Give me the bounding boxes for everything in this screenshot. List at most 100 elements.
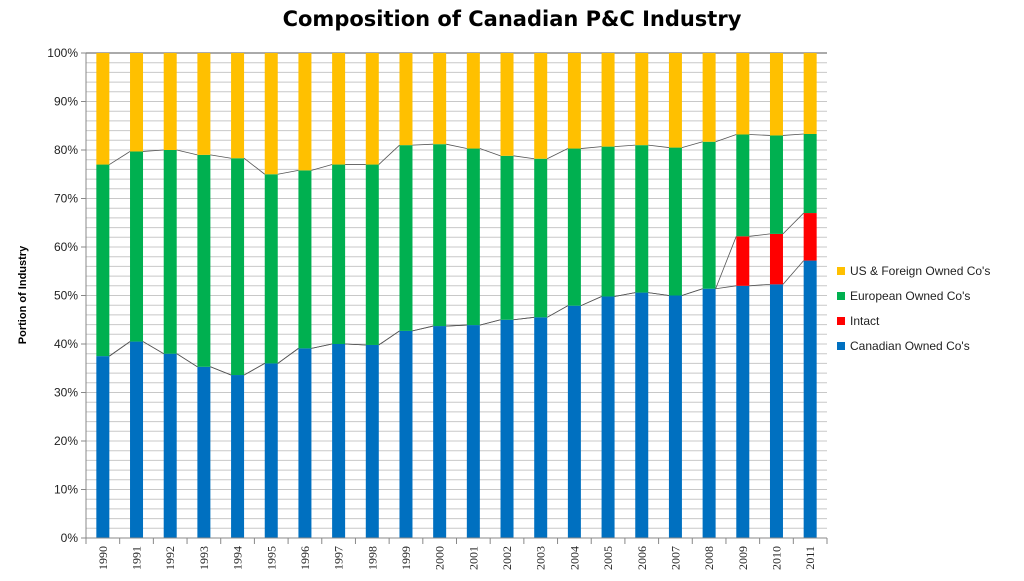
bar-segment (736, 285, 750, 538)
series-line (513, 155, 535, 160)
gridlines (86, 52, 827, 539)
bar-segment (298, 170, 312, 349)
bar-segment (163, 53, 177, 150)
bar-segment (332, 164, 346, 344)
series-line (513, 316, 535, 321)
series-line (749, 233, 771, 237)
series-line (210, 154, 232, 159)
y-tick-label: 70% (54, 192, 78, 206)
x-tick-label: 1996 (298, 546, 312, 570)
bar-segment (466, 53, 480, 149)
series-line (446, 143, 467, 149)
bar-segment (803, 213, 817, 261)
bar-segment (231, 375, 245, 538)
series-line (479, 148, 501, 157)
series-line (243, 157, 265, 175)
bar-segment (803, 133, 817, 214)
bar-segment (668, 53, 682, 148)
legend-swatch (837, 342, 845, 350)
x-tick-label: 2003 (534, 546, 548, 570)
y-tick-label: 30% (54, 386, 78, 400)
bar-segment (365, 164, 379, 345)
bar-segment (702, 53, 716, 142)
x-tick-label: 1995 (264, 546, 278, 570)
series-line (412, 325, 434, 332)
bar-segment (332, 344, 346, 538)
bar-segment (197, 366, 211, 538)
bar-segment (466, 325, 480, 538)
series-line (378, 330, 400, 346)
bar-segment (197, 53, 211, 155)
bar-segment (668, 147, 682, 296)
series-line (109, 341, 131, 357)
series-line (277, 169, 299, 175)
axes: 0% 10% 20% 30% 40% 50% 60% 70% 80% 90% 100% 1990 199… (47, 46, 828, 570)
x-tick-label: 2002 (500, 546, 514, 570)
series-line (547, 305, 569, 318)
bar-segment (702, 141, 716, 289)
bar-segment (769, 284, 783, 538)
x-tick-label: 2004 (567, 546, 581, 570)
x-tick-label: 1997 (332, 546, 346, 570)
bar-segment (736, 53, 750, 135)
bar-segment (264, 53, 278, 175)
series-line (277, 348, 299, 364)
x-tick-label: 1994 (231, 546, 245, 570)
legend-swatch (837, 292, 845, 300)
y-tick-label: 60% (54, 240, 78, 254)
bar-segment (500, 53, 514, 156)
x-tick-label: 1992 (163, 546, 177, 570)
bar-segment (130, 53, 144, 152)
series-line (109, 151, 131, 165)
bar-segment (601, 53, 615, 147)
series-line (782, 212, 804, 235)
bar-segment (399, 330, 413, 538)
bar-segment (365, 53, 379, 165)
series-line (715, 134, 737, 143)
bar-segment (466, 148, 480, 326)
bar-segment (534, 317, 548, 538)
bar-segment (635, 53, 649, 146)
series-line (715, 285, 737, 290)
series-line (547, 148, 569, 160)
y-tick-label: 100% (47, 46, 78, 60)
series-connector-lines (109, 52, 804, 376)
x-tick-label: 2000 (433, 546, 447, 570)
y-tick-label: 20% (54, 434, 78, 448)
bar-segment (601, 146, 615, 297)
bar-segment (96, 164, 110, 357)
series-line (243, 363, 265, 376)
series-line (311, 343, 333, 349)
x-tick-label: 2008 (702, 546, 716, 570)
series-line (648, 292, 669, 296)
x-tick-label: 1990 (96, 546, 110, 570)
y-axis-label: Portion of Industry (17, 245, 29, 344)
bar-segment (567, 305, 581, 538)
bar-segment (736, 134, 750, 237)
bar-segment (635, 145, 649, 293)
bar-segment (803, 53, 817, 134)
series-line (681, 141, 703, 148)
series-line (580, 146, 602, 149)
series-line (142, 149, 164, 152)
bar-segment (399, 53, 413, 146)
bar-segment (433, 326, 447, 538)
bar-segment (96, 356, 110, 538)
y-tick-label: 0% (61, 531, 79, 545)
bar-segment (130, 341, 144, 538)
legend-label: Canadian Owned Co's (850, 339, 970, 353)
bar-segment (534, 158, 548, 318)
bar-segment (769, 135, 783, 234)
series-line (142, 341, 164, 355)
bar-segment (769, 53, 783, 136)
y-tick-label: 50% (54, 289, 78, 303)
series-line (378, 144, 400, 165)
x-tick-label: 1991 (130, 546, 144, 570)
bar-segment (736, 236, 750, 286)
bar-segment (96, 53, 110, 165)
series-line (345, 343, 366, 346)
bar-segment (264, 363, 278, 538)
bar-segment (264, 174, 278, 364)
legend-label: European Owned Co's (850, 289, 970, 303)
